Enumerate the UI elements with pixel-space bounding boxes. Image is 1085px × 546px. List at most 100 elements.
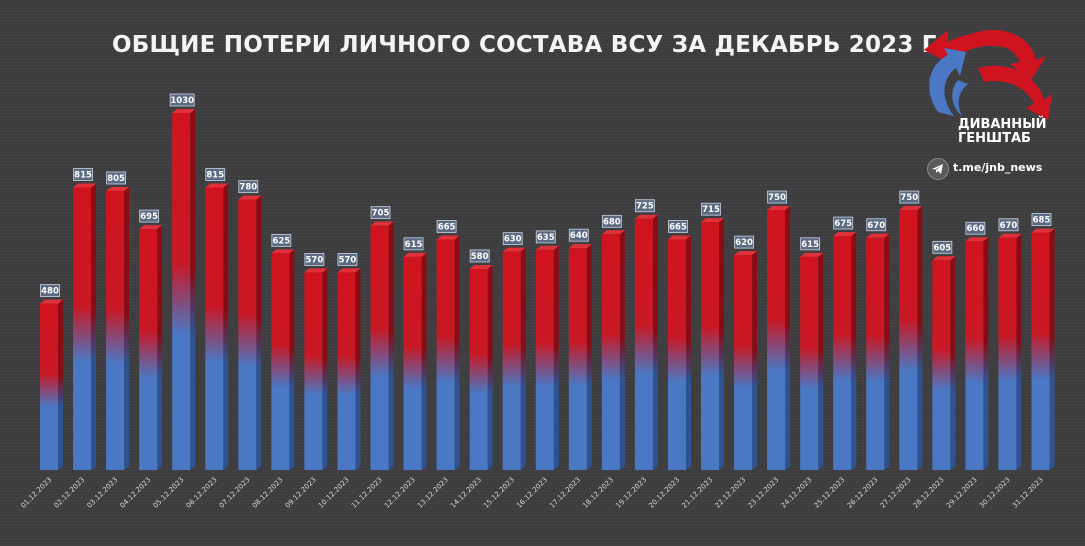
bar xyxy=(1031,232,1050,470)
x-tick-label: 05.12.2023 xyxy=(152,476,186,510)
value-label-box xyxy=(73,168,93,181)
x-tick-label: 26.12.2023 xyxy=(846,476,880,510)
value-label: 630 xyxy=(504,235,522,245)
value-label: 665 xyxy=(438,223,456,233)
bar xyxy=(767,210,786,471)
bar-side xyxy=(1049,228,1055,470)
value-label-box xyxy=(899,190,920,204)
x-tick-label: 24.12.2023 xyxy=(780,476,814,510)
value-label-box xyxy=(932,240,953,254)
bar xyxy=(800,256,819,470)
x-tick-label: 04.12.2023 xyxy=(119,476,153,510)
bar-top xyxy=(833,232,857,237)
bar-side xyxy=(454,235,460,470)
x-tick-label: 22.12.2023 xyxy=(713,476,747,510)
x-tick-label: 17.12.2023 xyxy=(548,476,582,510)
bar-top xyxy=(403,252,427,257)
value-label: 725 xyxy=(636,202,654,212)
bar-side xyxy=(355,268,361,470)
bar xyxy=(469,268,488,470)
value-label: 670 xyxy=(1000,221,1018,231)
bar xyxy=(172,113,191,470)
bar-top xyxy=(701,218,724,223)
value-label-box xyxy=(800,237,821,251)
bar xyxy=(436,239,455,470)
bar-side xyxy=(950,256,956,470)
bar-top xyxy=(337,268,361,273)
channel-link[interactable]: t.me/jnb_news xyxy=(953,161,1043,174)
bar-top xyxy=(106,186,130,191)
value-label-box xyxy=(998,218,1019,232)
bar-top xyxy=(535,245,559,250)
bar xyxy=(965,241,984,470)
bar-top xyxy=(304,268,328,273)
bar-top xyxy=(899,206,923,211)
value-label-box xyxy=(734,235,754,249)
bar-top xyxy=(1031,228,1055,233)
bar-top xyxy=(667,235,691,240)
bar xyxy=(271,253,290,470)
x-tick-label: 30.12.2023 xyxy=(978,476,1012,510)
bar xyxy=(304,272,323,470)
bar xyxy=(40,303,58,470)
value-label: 780 xyxy=(239,183,257,193)
x-tick-label: 31.12.2023 xyxy=(1011,476,1045,510)
value-label: 750 xyxy=(900,193,918,203)
value-label-box xyxy=(965,221,986,235)
bar-side xyxy=(818,252,824,470)
bar-top xyxy=(271,249,295,254)
logo-text: ДИВАННЫЙ ГЕНШТАБ xyxy=(958,118,1047,146)
bar xyxy=(701,222,719,470)
value-label-box xyxy=(304,253,325,266)
value-label-box xyxy=(502,232,523,246)
value-label-box xyxy=(370,206,391,220)
x-tick-label: 13.12.2023 xyxy=(416,476,450,510)
value-label-box xyxy=(635,199,655,213)
value-label: 670 xyxy=(867,221,885,231)
value-label: 805 xyxy=(107,174,125,184)
value-label-box xyxy=(106,171,126,185)
value-label-box xyxy=(767,190,787,204)
logo-line-2: ГЕНШТАБ xyxy=(958,131,1031,146)
value-label: 695 xyxy=(140,212,158,222)
value-label-box xyxy=(568,228,589,242)
bar-side xyxy=(719,218,724,470)
value-label-box xyxy=(40,284,60,298)
value-label: 605 xyxy=(933,243,951,253)
value-label: 680 xyxy=(603,217,621,227)
bar-top xyxy=(932,256,956,261)
bar-top xyxy=(73,183,97,188)
value-label: 635 xyxy=(537,233,555,243)
value-label: 715 xyxy=(702,205,720,215)
bar-side xyxy=(322,268,328,470)
value-label: 815 xyxy=(206,171,224,181)
value-label-box xyxy=(535,230,556,244)
bar xyxy=(568,248,587,470)
x-tick-label: 23.12.2023 xyxy=(747,476,781,510)
bar-side xyxy=(752,251,758,470)
value-label: 675 xyxy=(834,219,852,229)
bar xyxy=(337,272,356,470)
x-tick-label: 21.12.2023 xyxy=(680,476,714,510)
bar-top xyxy=(800,252,824,257)
value-label: 480 xyxy=(41,287,59,297)
bar-top xyxy=(568,244,592,249)
value-label: 750 xyxy=(768,193,786,203)
bar xyxy=(998,237,1017,470)
x-tick-label: 15.12.2023 xyxy=(482,476,516,510)
value-label-box xyxy=(469,249,490,263)
bar-side xyxy=(983,237,989,470)
x-tick-label: 14.12.2023 xyxy=(449,476,483,510)
value-label: 570 xyxy=(339,255,357,265)
bar-side xyxy=(685,235,691,470)
bar-top xyxy=(469,264,493,269)
value-label-box xyxy=(238,180,259,194)
bar xyxy=(238,199,257,470)
bar xyxy=(734,255,753,470)
x-tick-label: 03.12.2023 xyxy=(86,476,120,510)
telegram-icon xyxy=(927,158,949,180)
value-label-box xyxy=(403,237,424,251)
bar-side xyxy=(157,225,163,470)
